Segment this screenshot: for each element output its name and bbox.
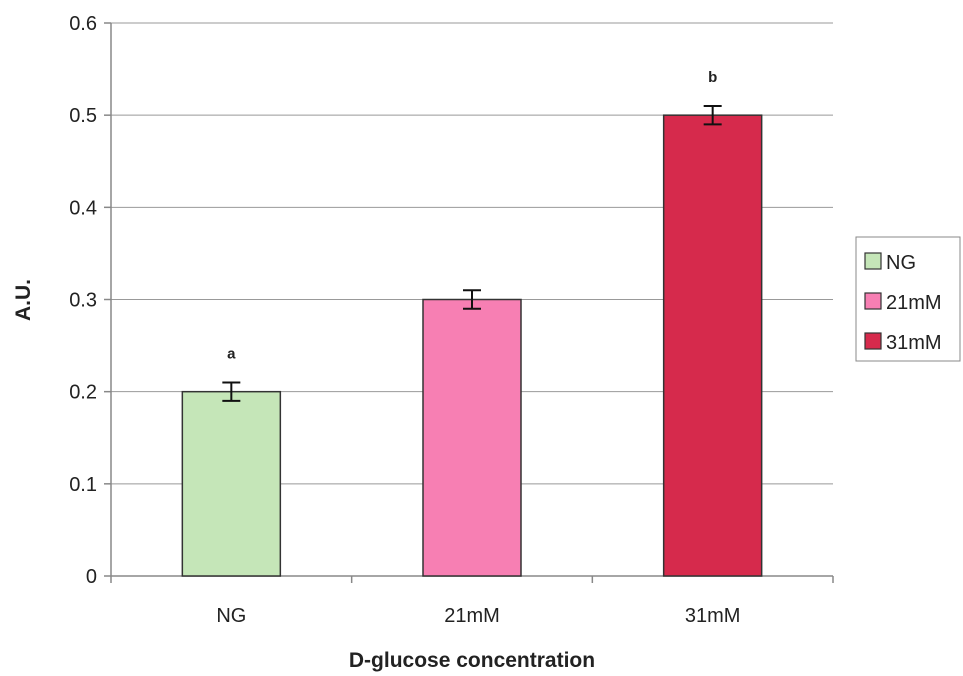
y-tick-label: 0.6	[69, 13, 97, 35]
legend-label: NG	[886, 252, 916, 274]
y-axis-ticks: 0 0.1 0.2 0.3 0.4 0.5 0.6	[69, 13, 111, 588]
error-bar-NG	[222, 381, 241, 402]
legend-label: 31mM	[886, 332, 942, 354]
legend-item: NG	[864, 252, 916, 274]
bar-31mM	[662, 114, 763, 577]
x-axis-title: D-glucose concentration	[349, 649, 595, 672]
significance-label: b	[708, 69, 717, 86]
y-tick-label: 0	[86, 566, 97, 588]
y-tick-label: 0.5	[69, 105, 97, 127]
significance-labels: ab	[227, 69, 717, 363]
legend-item: 31mM	[864, 332, 942, 354]
bar-21mM	[422, 298, 522, 577]
legend-swatch	[864, 292, 882, 310]
y-tick-label: 0.3	[69, 290, 97, 312]
legend-label: 21mM	[886, 292, 942, 314]
significance-label: a	[227, 345, 236, 362]
error-bars	[222, 104, 722, 402]
x-axis-ticks: NG 21mM 31mM	[110, 576, 834, 627]
bars	[181, 114, 763, 577]
y-tick-label: 0.4	[69, 197, 97, 219]
y-tick-label: 0.2	[69, 382, 97, 404]
error-bar-21mM	[463, 289, 481, 310]
legend: NG 21mM 31mM	[855, 236, 961, 362]
x-tick-label: NG	[216, 605, 246, 627]
legend-item: 21mM	[864, 292, 942, 314]
legend-swatch	[864, 252, 882, 270]
x-tick-label: 31mM	[685, 605, 741, 627]
x-tick-label: 21mM	[444, 605, 500, 627]
legend-swatch	[864, 332, 882, 350]
bar-NG	[181, 390, 282, 577]
y-tick-label: 0.1	[69, 474, 97, 496]
error-bar-31mM	[703, 104, 722, 126]
y-axis-title: A.U.	[12, 279, 35, 321]
